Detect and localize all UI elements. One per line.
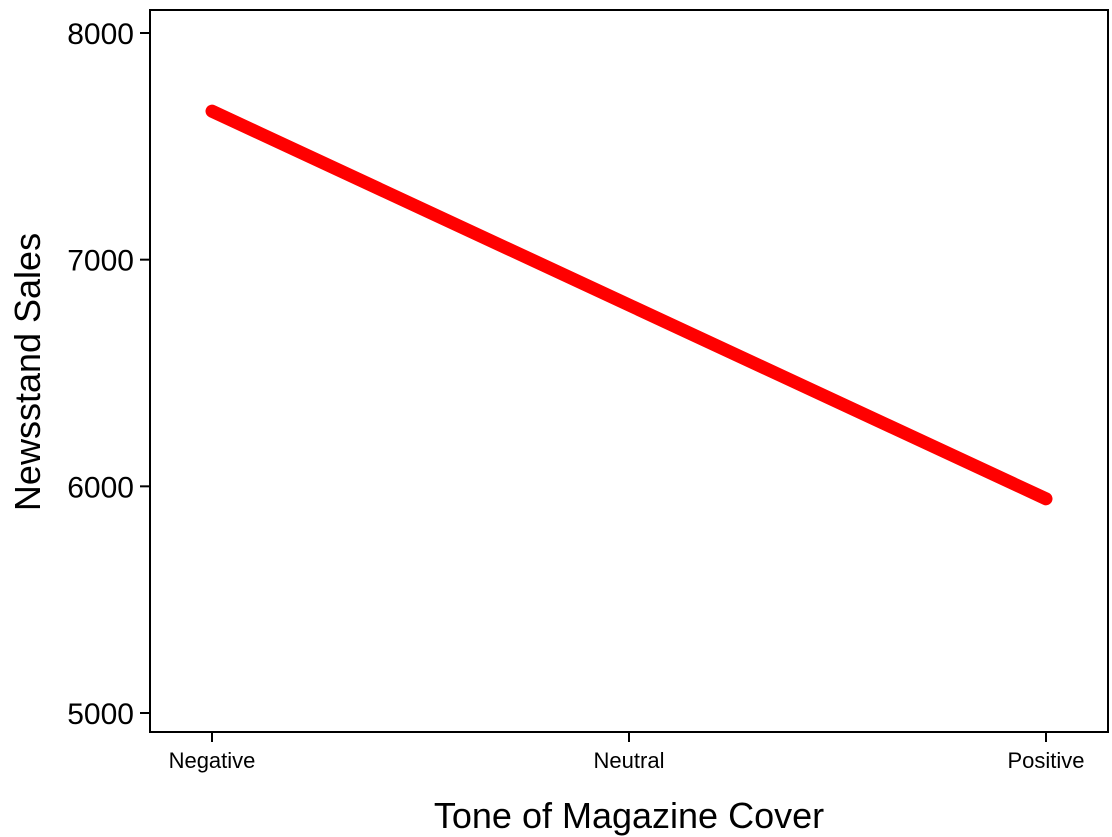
y-tick-label: 5000	[67, 698, 134, 731]
x-tick-label: Neutral	[594, 748, 665, 773]
plot-frame	[149, 9, 1109, 733]
series-layer	[205, 104, 1053, 506]
x-axis: Negative Neutral Positive	[169, 732, 1085, 773]
y-tick-label: 6000	[67, 471, 134, 504]
y-axis: 5000 6000 7000 8000	[67, 18, 150, 731]
y-axis-title: Newsstand Sales	[7, 233, 48, 511]
series-line	[205, 104, 1053, 506]
x-axis-title: Tone of Magazine Cover	[434, 795, 824, 836]
x-tick-label: Negative	[169, 748, 256, 773]
x-tick-label: Positive	[1007, 748, 1084, 773]
y-tick-label: 8000	[67, 18, 134, 51]
y-tick-label: 7000	[67, 245, 134, 278]
